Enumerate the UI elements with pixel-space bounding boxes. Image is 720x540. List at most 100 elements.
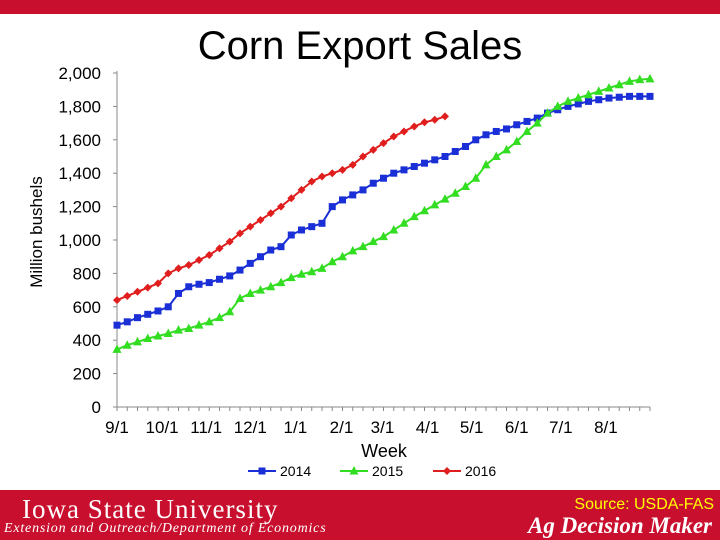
data-point-2014 [421,159,428,167]
chart-title: Corn Export Sales [197,24,523,68]
data-point-2015 [317,263,327,272]
data-point-2015 [338,251,347,261]
university-wordmark: Iowa State University [22,494,279,524]
data-point-2016 [143,283,152,292]
data-point-2014 [308,223,316,231]
data-point-2015 [297,269,306,278]
data-point-2014 [246,259,254,267]
data-point-2015 [184,323,194,333]
data-point-2016 [277,202,285,211]
legend-marker-2016 [443,467,451,475]
data-point-2016 [184,261,193,270]
data-point-2015 [153,331,163,340]
x-axis-title: Week [361,441,408,461]
data-point-2015 [491,151,501,160]
data-point-2016 [430,115,439,124]
data-point-2014 [298,226,305,234]
legend-label-2015: 2015 [372,463,403,479]
data-point-2015 [204,316,214,326]
data-point-2015 [122,340,132,349]
legend-marker-2014 [258,467,266,475]
data-point-2015 [614,79,624,89]
data-point-2014 [113,321,121,329]
data-point-2016 [287,194,296,203]
data-point-2014 [144,310,152,318]
data-point-2015 [604,83,614,92]
data-point-2015 [379,231,388,241]
data-point-2014 [339,196,346,204]
data-point-2014 [257,253,264,261]
data-point-2015 [409,211,419,221]
data-point-2015 [584,89,593,99]
data-point-2016 [318,172,326,181]
data-point-2016 [164,269,173,278]
data-point-2015 [471,173,481,182]
data-point-2014 [236,266,244,274]
y-axis-title: Million bushels [27,176,46,288]
data-point-2014 [154,307,162,315]
data-point-2016 [400,127,408,136]
y-tick-label: 2,000 [58,64,101,83]
x-tick-label: 10/1 [146,418,179,437]
data-point-2015 [276,277,286,287]
y-tick-label: 600 [73,298,101,317]
data-point-2014 [359,186,367,194]
data-point-2015 [645,73,655,83]
y-tick-label: 400 [73,331,101,350]
data-point-2016 [328,169,337,178]
data-point-2014 [328,203,336,211]
data-point-2014 [205,279,213,287]
data-point-2014 [369,179,377,187]
data-point-2015 [143,333,153,343]
data-point-2016 [307,177,316,186]
data-point-2014 [564,102,572,110]
data-point-2014 [503,125,510,133]
data-point-2014 [410,163,418,171]
data-point-2015 [461,181,470,191]
data-point-2016 [348,160,357,169]
y-tick-label: 200 [73,365,101,384]
data-point-2014 [605,94,613,102]
x-tick-label: 2/1 [330,418,354,437]
data-point-2014 [123,318,131,326]
data-point-2015 [512,136,522,145]
data-point-2015 [625,76,634,85]
y-tick-label: 1,600 [58,131,101,150]
department-line: Extension and Outreach/Department of Eco… [4,521,327,536]
data-point-2014 [277,243,285,251]
data-point-2016 [369,145,378,154]
data-point-2014 [523,117,531,125]
data-point-2015 [553,101,563,110]
data-point-2014 [636,92,644,100]
data-point-2016 [410,122,419,131]
data-point-2015 [594,86,604,95]
data-point-2014 [574,100,582,108]
data-point-2015 [573,93,583,102]
legend-label-2016: 2016 [465,463,496,479]
data-point-2016 [359,152,367,161]
x-tick-label: 8/1 [594,418,618,437]
data-point-2014 [615,93,623,101]
data-point-2015 [430,199,440,209]
data-point-2014 [533,114,541,122]
data-point-2015 [358,241,368,251]
data-point-2014 [318,219,326,227]
data-point-2015 [543,108,552,117]
data-point-2016 [379,139,388,148]
x-tick-label: 7/1 [549,418,573,437]
data-point-2014 [513,121,521,129]
data-point-2015 [256,285,265,294]
data-point-2015 [307,266,317,276]
data-point-2016 [215,244,224,253]
data-point-2014 [349,191,357,199]
data-point-2015 [327,256,337,266]
data-point-2016 [133,287,142,296]
data-point-2014 [390,169,398,177]
data-point-2014 [492,127,500,135]
data-point-2016 [205,251,214,260]
data-point-2016 [420,118,429,127]
data-point-2015 [133,336,142,346]
data-point-2014 [585,97,592,105]
legend-label-2014: 2014 [280,463,311,479]
y-tick-label: 0 [92,398,101,417]
